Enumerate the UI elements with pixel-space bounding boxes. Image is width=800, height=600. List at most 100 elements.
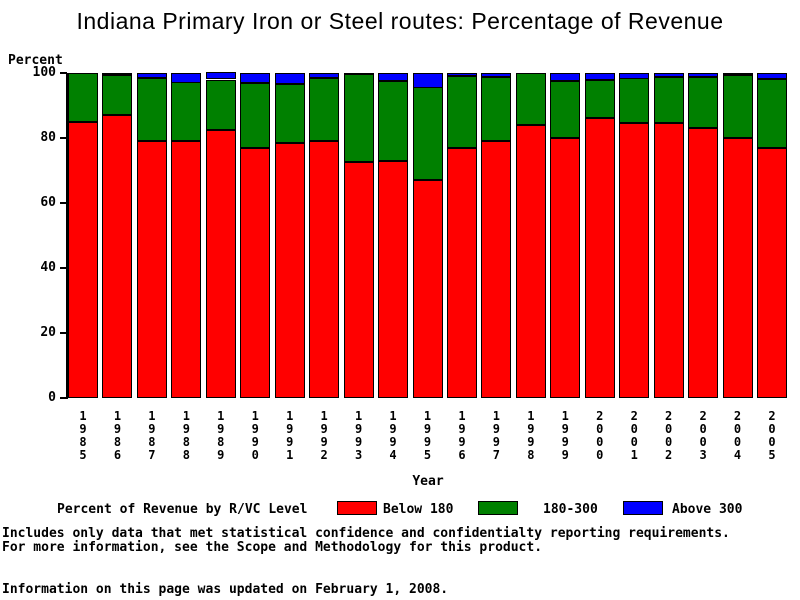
bar-segment-1986-below-180: [102, 115, 133, 398]
x-tick-label-1997: 1 9 9 7: [492, 409, 500, 462]
chart-title: Indiana Primary Iron or Steel routes: Pe…: [76, 8, 724, 34]
bar-segment-1995-above-300: [412, 73, 443, 88]
bar-segment-1996-below-180: [446, 148, 477, 398]
bar-2003: [688, 73, 719, 398]
bar-segment-1987-180-300: [136, 78, 167, 141]
x-tick-label-2005: 2 0 0 5: [768, 409, 776, 462]
y-axis-label: Percent: [8, 53, 63, 68]
bar-segment-1992-above-300: [309, 73, 340, 78]
bar-segment-2003-180-300: [688, 77, 719, 128]
footnote-line-2: For more information, see the Scope and …: [2, 540, 543, 555]
bar-2004: [722, 73, 753, 398]
bar-segment-1996-above-300: [446, 73, 477, 76]
bar-segment-2005-below-180: [757, 148, 787, 398]
bar-segment-1985-below-180: [68, 122, 98, 398]
y-tick-40: [60, 267, 67, 269]
bar-segment-2002-below-180: [653, 123, 684, 398]
y-tick-label-0: 0: [48, 390, 56, 405]
bar-segment-2000-180-300: [584, 80, 615, 118]
bar-segment-2000-below-180: [584, 118, 615, 398]
x-tick-label-1988: 1 9 8 8: [182, 409, 190, 462]
chart-legend: Percent of Revenue by R/VC Level Below 1…: [0, 501, 800, 517]
bar-segment-1999-180-300: [550, 81, 581, 138]
x-tick-label-1999: 1 9 9 9: [561, 409, 569, 462]
bar-segment-1993-180-300: [343, 74, 374, 162]
bar-1996: [446, 73, 477, 398]
bar-segment-1988-above-300: [171, 73, 202, 83]
bar-segment-1994-above-300: [378, 73, 409, 81]
bar-segment-1986-above-300: [102, 73, 133, 75]
x-tick-label-1995: 1 9 9 5: [423, 409, 432, 462]
bar-segment-1991-above-300: [274, 73, 305, 84]
x-axis-title: Year: [412, 474, 444, 489]
bar-1998: [515, 73, 546, 398]
y-tick-100: [60, 72, 67, 74]
bar-segment-2005-180-300: [757, 79, 787, 148]
bar-segment-1992-180-300: [309, 78, 340, 141]
bar-1993: [343, 73, 374, 398]
bar-segment-1996-180-300: [446, 76, 477, 148]
bar-1991: [274, 73, 305, 398]
bar-segment-1999-above-300: [550, 73, 581, 81]
y-tick-20: [60, 332, 67, 334]
bar-segment-1991-below-180: [274, 143, 305, 398]
y-tick-label-20: 20: [40, 325, 56, 340]
y-tick-60: [60, 202, 67, 204]
x-tick-label-1986: 1 9 8 6: [113, 409, 122, 462]
bar-segment-2001-below-180: [619, 123, 650, 398]
legend-label-180-300: 180-300: [543, 502, 598, 517]
bar-segment-2003-above-300: [688, 73, 719, 77]
bar-segment-2004-180-300: [722, 75, 753, 138]
bar-segment-1989-180-300: [205, 80, 236, 130]
bar-segment-1987-above-300: [136, 73, 167, 78]
footnote-line-1: Includes only data that met statistical …: [2, 526, 730, 541]
updated-note: Information on this page was updated on …: [2, 582, 449, 597]
bar-segment-2001-above-300: [619, 73, 650, 79]
bar-1994: [378, 73, 409, 398]
y-tick-80: [60, 137, 67, 139]
bar-segment-2004-above-300: [722, 73, 753, 75]
legend-swatch-180-300: [478, 501, 518, 515]
bar-segment-1997-below-180: [481, 141, 512, 398]
bar-segment-1985-180-300: [68, 73, 98, 122]
bar-1999: [550, 73, 581, 398]
bar-1988: [171, 73, 202, 398]
bar-segment-1995-180-300: [412, 87, 443, 180]
bar-segment-1990-above-300: [240, 73, 271, 83]
bar-1992: [309, 73, 340, 398]
x-tick-label-1993: 1 9 9 3: [354, 409, 363, 462]
bar-segment-1987-below-180: [136, 141, 167, 398]
bar-segment-1995-below-180: [412, 180, 443, 398]
x-tick-label-1989: 1 9 8 9: [217, 409, 225, 462]
bar-2005: [757, 73, 787, 398]
bar-1989: [205, 72, 236, 398]
bar-segment-2003-below-180: [688, 128, 719, 398]
bar-2002: [653, 73, 684, 398]
x-tick-label-1990: 1 9 9 0: [251, 409, 259, 462]
bar-segment-1999-below-180: [550, 138, 581, 398]
x-tick-label-1994: 1 9 9 4: [389, 409, 397, 462]
x-tick-label-2002: 2 0 0 2: [665, 409, 673, 462]
bar-segment-2001-180-300: [619, 78, 650, 123]
x-tick-label-1992: 1 9 9 2: [320, 409, 328, 462]
bar-segment-1997-above-300: [481, 73, 512, 77]
bar-1990: [240, 73, 271, 398]
x-tick-label-2001: 2 0 0 1: [630, 409, 638, 462]
bar-segment-2002-above-300: [653, 73, 684, 77]
bar-segment-1993-below-180: [343, 162, 374, 398]
legend-title: Percent of Revenue by R/VC Level: [57, 502, 308, 517]
y-tick-label-40: 40: [40, 260, 56, 275]
y-tick-label-100: 100: [32, 65, 56, 80]
bar-segment-2005-above-300: [757, 73, 787, 79]
bar-1995: [412, 73, 443, 398]
x-tick-label-1987: 1 9 8 7: [148, 409, 156, 462]
bar-segment-1994-180-300: [378, 81, 409, 161]
bar-2000: [584, 73, 615, 398]
bar-segment-2004-below-180: [722, 138, 753, 398]
bar-segment-1997-180-300: [481, 77, 512, 141]
bar-1986: [102, 73, 133, 398]
bar-segment-1998-180-300: [515, 73, 546, 125]
y-tick-label-80: 80: [40, 130, 56, 145]
bar-segment-1992-below-180: [309, 141, 340, 398]
